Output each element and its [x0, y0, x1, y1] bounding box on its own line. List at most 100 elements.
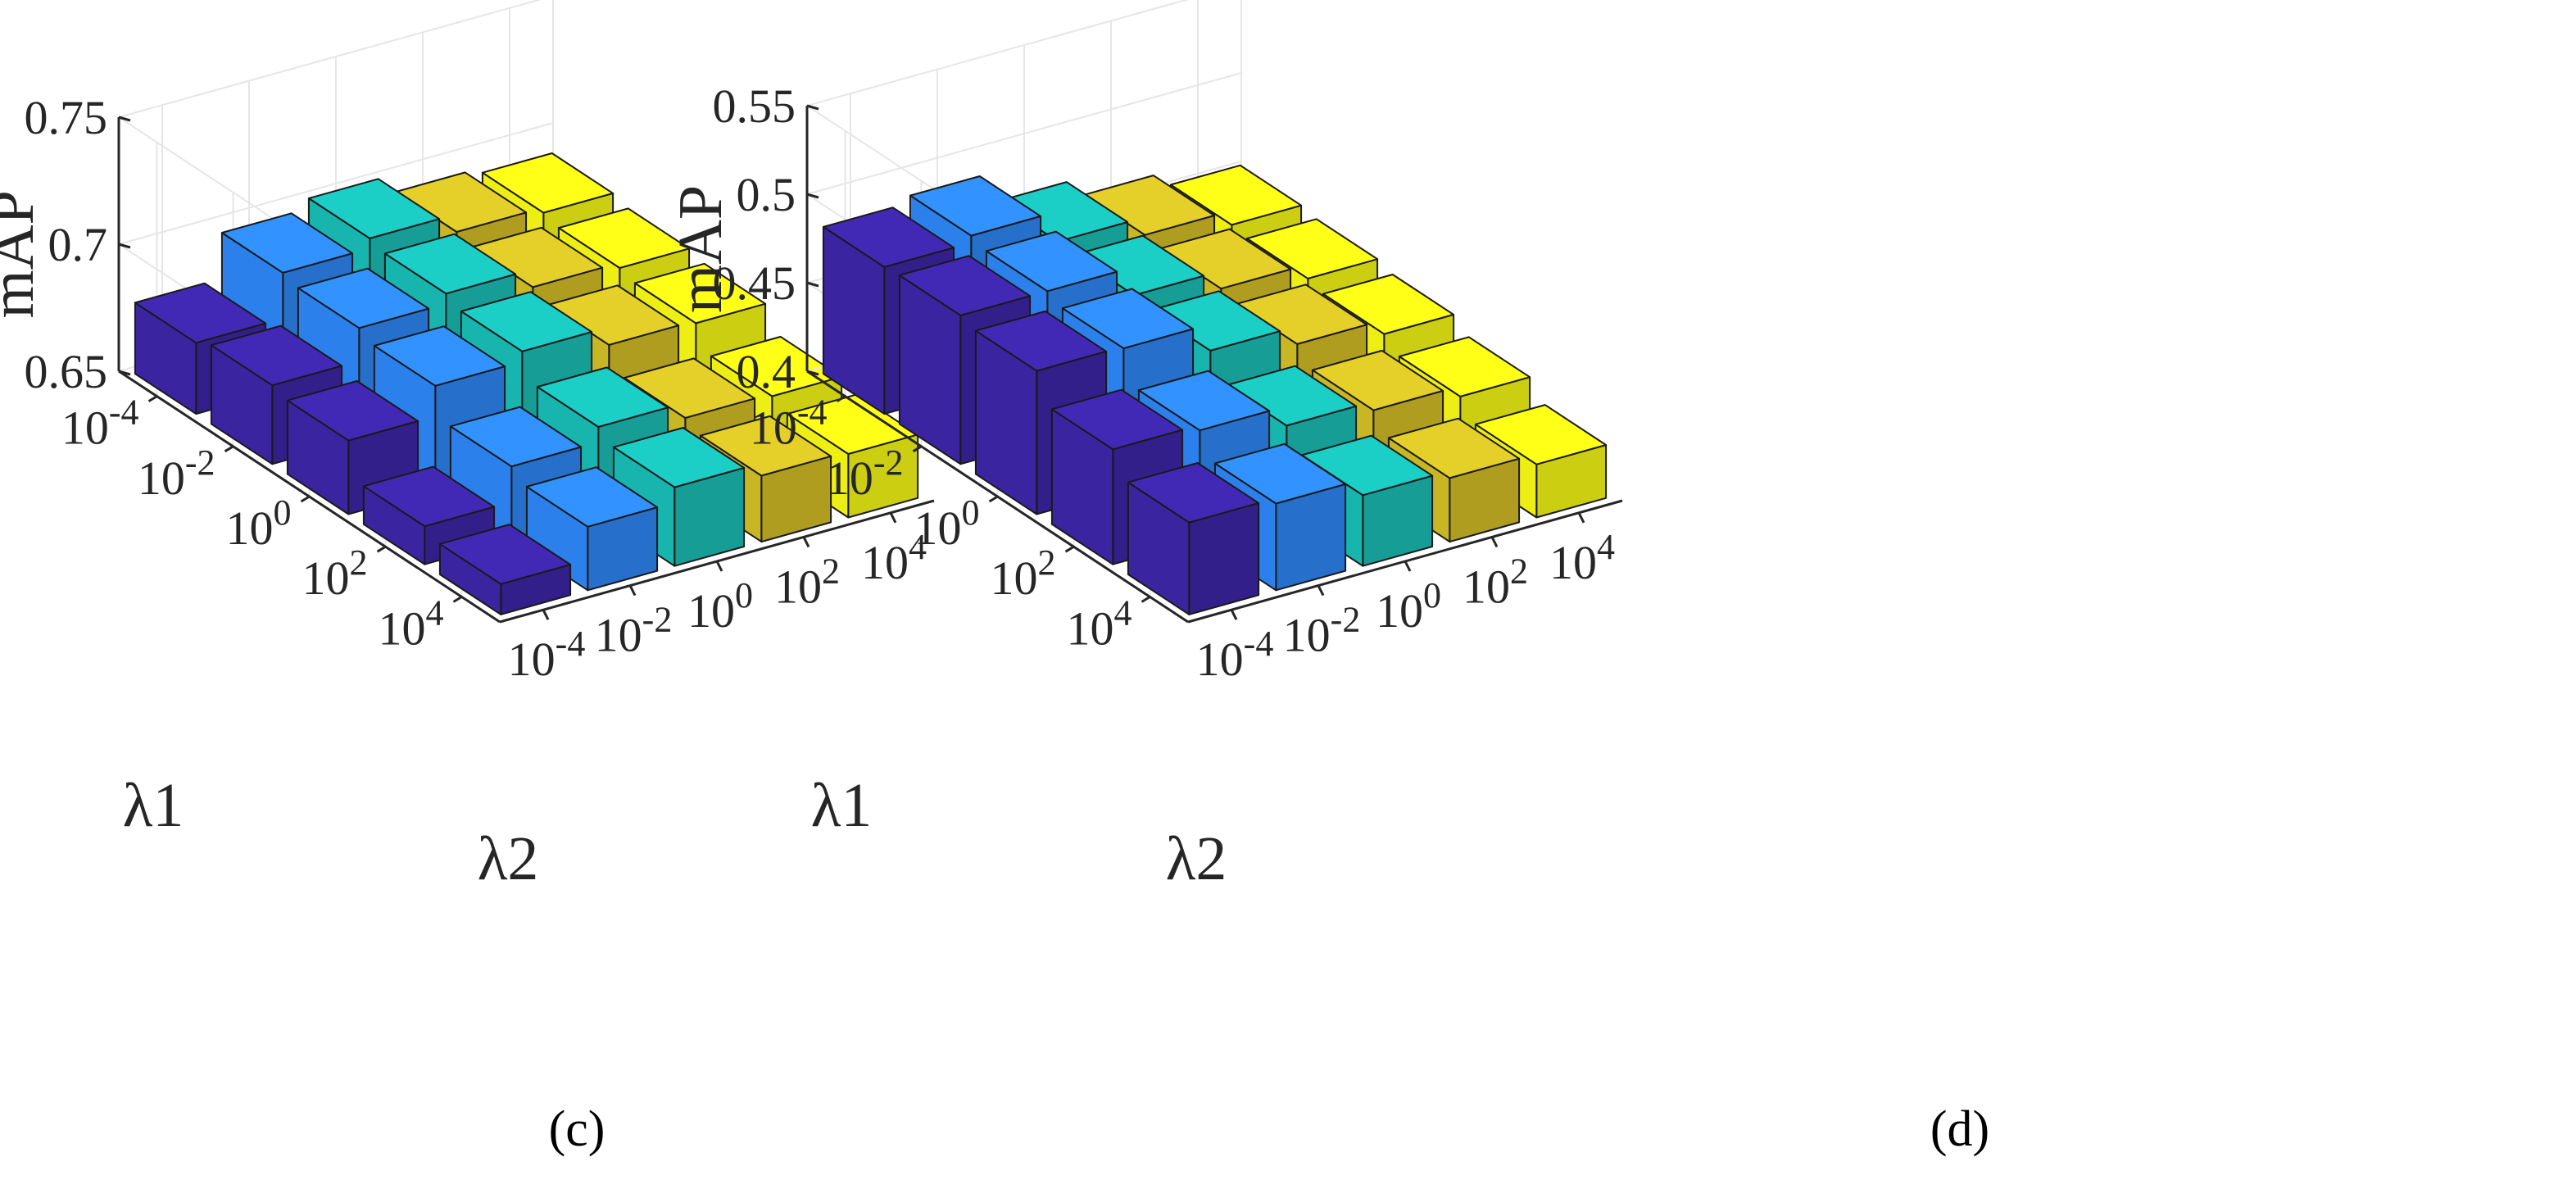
bar-face: [1474, 404, 1608, 465]
bar-face: [633, 262, 767, 324]
bar-face: [909, 175, 1042, 237]
z-tick-label: 0.65: [25, 345, 108, 398]
y-tick-mark: [1317, 584, 1325, 597]
bar-face: [286, 380, 420, 442]
y-tick-label: 10-2: [595, 600, 673, 662]
x-tick-label: 100: [226, 492, 292, 555]
z-axis-title: mAP: [666, 185, 735, 313]
bar-face: [699, 415, 832, 477]
x-tick-mark: [988, 495, 999, 503]
y-tick-label: 104: [861, 527, 927, 589]
bar-face: [1311, 349, 1444, 411]
bars: [822, 164, 1608, 615]
bar-face: [1169, 164, 1303, 226]
x-tick-label: 102: [302, 542, 368, 605]
bar-face: [525, 466, 659, 528]
bar: [1300, 434, 1434, 567]
x-axis-title: λ1: [123, 771, 184, 840]
bar: [1127, 462, 1260, 615]
bar-face: [898, 255, 1032, 316]
bar-face: [1245, 218, 1379, 279]
bar-face: [985, 230, 1118, 293]
y-tick-mark: [802, 536, 810, 548]
bar-face: [1050, 388, 1184, 451]
bar-face: [481, 152, 615, 214]
bar-face: [449, 406, 583, 468]
z-tick-label: 0.75: [25, 91, 108, 144]
y-tick-mark: [1577, 512, 1585, 524]
x-tick-mark: [300, 495, 311, 503]
z-tick-mark: [806, 370, 819, 376]
z-axis-title: mAP: [0, 190, 47, 318]
z-tick-mark: [118, 243, 131, 249]
x-tick-label: 102: [991, 542, 1056, 605]
bar-face: [1127, 462, 1260, 524]
y-tick-label: 100: [1376, 575, 1441, 638]
bar-face: [362, 465, 496, 528]
bar-face: [460, 291, 593, 352]
bar-face: [134, 282, 267, 344]
x-tick-label: 10-2: [826, 442, 904, 505]
z-tick-mark: [806, 104, 819, 111]
caption-c: (c): [549, 1101, 605, 1157]
bar-face: [623, 357, 756, 419]
z-tick-label: 0.4: [737, 345, 796, 398]
y-tick-label: 100: [687, 575, 753, 638]
y-axis-title: λ2: [478, 824, 539, 893]
bar-face: [1213, 442, 1347, 505]
y-tick-label: 10-2: [1283, 600, 1361, 662]
z-tick-label: 0.55: [713, 79, 796, 133]
z-tick-mark: [806, 281, 819, 288]
x-axis-title: λ1: [811, 771, 873, 840]
bar-face: [1398, 336, 1531, 397]
y-tick-mark: [1404, 560, 1412, 572]
bar-face: [1387, 417, 1521, 479]
bar-face: [1137, 370, 1271, 432]
x-tick-mark: [224, 445, 234, 453]
y-tick-label: 10-4: [1196, 624, 1274, 686]
y-tick-label: 10-4: [508, 624, 586, 686]
y-tick-mark: [715, 560, 723, 572]
x-tick-label: 10-4: [750, 393, 828, 455]
x-tick-mark: [376, 545, 387, 553]
bar-face: [557, 207, 691, 269]
bar-face: [1061, 288, 1195, 350]
z-tick-label: 0.45: [713, 256, 796, 310]
z-tick-mark: [118, 116, 131, 122]
bar-face: [220, 212, 354, 274]
y-tick-mark: [542, 609, 550, 620]
bar: [525, 466, 659, 592]
y-tick-mark: [1230, 609, 1238, 620]
y-tick-mark: [628, 584, 637, 597]
x-tick-mark: [912, 445, 923, 453]
bar-face: [373, 325, 506, 387]
z-tick-label: 0.7: [48, 218, 108, 271]
x-tick-label: 104: [379, 592, 444, 655]
bar-face: [974, 310, 1108, 372]
x-tick-mark: [836, 395, 846, 402]
x-tick-label: 100: [914, 492, 980, 555]
x-tick-mark: [147, 395, 158, 402]
bars: [134, 152, 919, 615]
x-tick-label: 104: [1067, 592, 1132, 655]
bar-face: [307, 178, 441, 239]
bar-face: [612, 427, 746, 488]
bar: [438, 524, 572, 615]
bar-face: [438, 524, 572, 585]
y-tick-mark: [889, 512, 897, 524]
y-tick-label: 104: [1549, 527, 1615, 589]
z-tick-mark: [118, 370, 131, 376]
y-tick-label: 102: [1463, 551, 1528, 613]
caption-d: (d): [1930, 1101, 1989, 1157]
z-tick-mark: [806, 193, 819, 199]
x-tick-label: 10-2: [138, 442, 215, 505]
x-tick-label: 10-4: [61, 393, 139, 455]
x-tick-mark: [452, 596, 463, 603]
y-tick-mark: [1490, 536, 1499, 548]
x-tick-mark: [1141, 596, 1151, 603]
